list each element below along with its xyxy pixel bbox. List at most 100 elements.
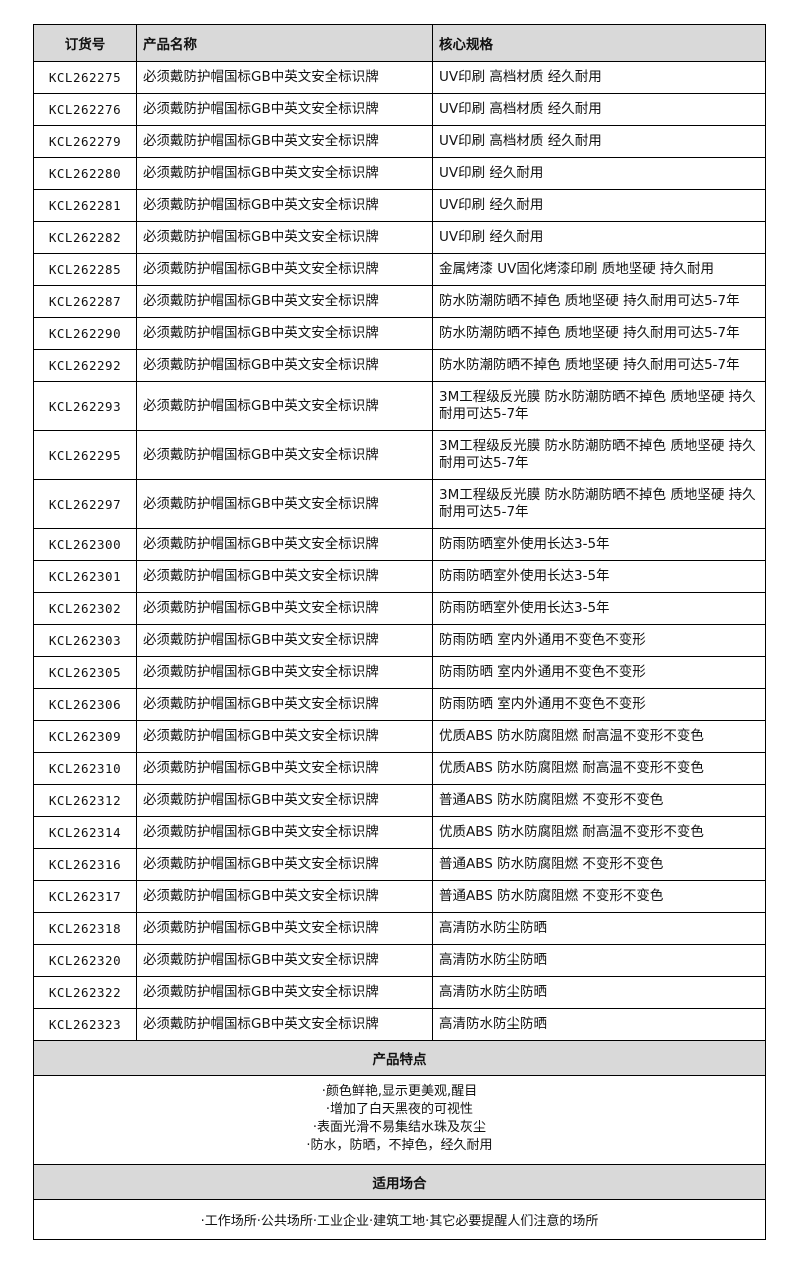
specs-cell: 金属烤漆 UV固化烤漆印刷 质地坚硬 持久耐用 [432,253,766,286]
table-row: KCL262285 必须戴防护帽国标GB中英文安全标识牌 金属烤漆 UV固化烤漆… [33,253,766,286]
product-name-cell: 必须戴防护帽国标GB中英文安全标识牌 [136,592,433,625]
order-no-cell: KCL262314 [33,816,137,849]
order-no-cell: KCL262287 [33,285,137,318]
product-name-cell: 必须戴防护帽国标GB中英文安全标识牌 [136,430,433,480]
column-header-product-name: 产品名称 [136,24,433,62]
product-spec-sheet: 订货号 产品名称 核心规格 KCL262275 必须戴防护帽国标GB中英文安全标… [33,24,766,1240]
order-no-cell: KCL262322 [33,976,137,1009]
table-row: KCL262282 必须戴防护帽国标GB中英文安全标识牌 UV印刷 经久耐用 [33,221,766,254]
specs-cell: UV印刷 高档材质 经久耐用 [432,93,766,126]
feature-item: ·防水，防晒，不掉色，经久耐用 [306,1138,493,1153]
table-row: KCL262316 必须戴防护帽国标GB中英文安全标识牌 普通ABS 防水防腐阻… [33,848,766,881]
product-name-cell: 必须戴防护帽国标GB中英文安全标识牌 [136,752,433,785]
specs-cell: 3M工程级反光膜 防水防潮防晒不掉色 质地坚硬 持久耐用可达5-7年 [432,479,766,529]
specs-cell: 防雨防晒 室内外通用不变色不变形 [432,688,766,721]
features-section-title: 产品特点 [33,1040,766,1076]
order-no-cell: KCL262310 [33,752,137,785]
table-row: KCL262322 必须戴防护帽国标GB中英文安全标识牌 高清防水防尘防晒 [33,976,766,1009]
product-name-cell: 必须戴防护帽国标GB中英文安全标识牌 [136,479,433,529]
product-name-cell: 必须戴防护帽国标GB中英文安全标识牌 [136,720,433,753]
table-row: KCL262323 必须戴防护帽国标GB中英文安全标识牌 高清防水防尘防晒 [33,1008,766,1041]
table-row: KCL262279 必须戴防护帽国标GB中英文安全标识牌 UV印刷 高档材质 经… [33,125,766,158]
product-name-cell: 必须戴防护帽国标GB中英文安全标识牌 [136,381,433,431]
table-body: KCL262275 必须戴防护帽国标GB中英文安全标识牌 UV印刷 高档材质 经… [33,61,766,1041]
product-name-cell: 必须戴防护帽国标GB中英文安全标识牌 [136,912,433,945]
product-table: 订货号 产品名称 核心规格 KCL262275 必须戴防护帽国标GB中英文安全标… [33,24,766,1240]
product-name-cell: 必须戴防护帽国标GB中英文安全标识牌 [136,784,433,817]
table-row: KCL262310 必须戴防护帽国标GB中英文安全标识牌 优质ABS 防水防腐阻… [33,752,766,785]
order-no-cell: KCL262280 [33,157,137,190]
product-name-cell: 必须戴防护帽国标GB中英文安全标识牌 [136,656,433,689]
specs-cell: 普通ABS 防水防腐阻燃 不变形不变色 [432,848,766,881]
order-no-cell: KCL262312 [33,784,137,817]
column-header-core-specs: 核心规格 [432,24,766,62]
product-name-cell: 必须戴防护帽国标GB中英文安全标识牌 [136,624,433,657]
table-row: KCL262314 必须戴防护帽国标GB中英文安全标识牌 优质ABS 防水防腐阻… [33,816,766,849]
occasions-text: ·工作场所·公共场所·工业企业·建筑工地·其它必要提醒人们注意的场所 [33,1199,766,1240]
order-no-cell: KCL262293 [33,381,137,431]
order-no-cell: KCL262275 [33,61,137,94]
order-no-cell: KCL262281 [33,189,137,222]
product-name-cell: 必须戴防护帽国标GB中英文安全标识牌 [136,189,433,222]
features-list: ·颜色鲜艳,显示更美观,醒目 ·增加了白天黑夜的可视性 ·表面光滑不易集结水珠及… [33,1075,766,1165]
specs-cell: 防水防潮防晒不掉色 质地坚硬 持久耐用可达5-7年 [432,317,766,350]
features-section: 产品特点 ·颜色鲜艳,显示更美观,醒目 ·增加了白天黑夜的可视性 ·表面光滑不易… [33,1040,766,1165]
specs-cell: 防水防潮防晒不掉色 质地坚硬 持久耐用可达5-7年 [432,349,766,382]
table-row: KCL262295 必须戴防护帽国标GB中英文安全标识牌 3M工程级反光膜 防水… [33,430,766,480]
occasions-header-row: 适用场合 [33,1164,766,1200]
table-row: KCL262300 必须戴防护帽国标GB中英文安全标识牌 防雨防晒室外使用长达3… [33,528,766,561]
product-name-cell: 必须戴防护帽国标GB中英文安全标识牌 [136,1008,433,1041]
order-no-cell: KCL262306 [33,688,137,721]
specs-cell: 优质ABS 防水防腐阻燃 耐高温不变形不变色 [432,816,766,849]
specs-cell: 优质ABS 防水防腐阻燃 耐高温不变形不变色 [432,720,766,753]
order-no-cell: KCL262320 [33,944,137,977]
table-row: KCL262275 必须戴防护帽国标GB中英文安全标识牌 UV印刷 高档材质 经… [33,61,766,94]
table-row: KCL262301 必须戴防护帽国标GB中英文安全标识牌 防雨防晒室外使用长达3… [33,560,766,593]
order-no-cell: KCL262302 [33,592,137,625]
specs-cell: 防雨防晒室外使用长达3-5年 [432,528,766,561]
product-name-cell: 必须戴防护帽国标GB中英文安全标识牌 [136,317,433,350]
table-row: KCL262276 必须戴防护帽国标GB中英文安全标识牌 UV印刷 高档材质 经… [33,93,766,126]
specs-cell: 高清防水防尘防晒 [432,944,766,977]
table-header-row: 订货号 产品名称 核心规格 [33,24,766,62]
product-name-cell: 必须戴防护帽国标GB中英文安全标识牌 [136,61,433,94]
product-name-cell: 必须戴防护帽国标GB中英文安全标识牌 [136,253,433,286]
specs-cell: 高清防水防尘防晒 [432,912,766,945]
product-name-cell: 必须戴防护帽国标GB中英文安全标识牌 [136,944,433,977]
specs-cell: 高清防水防尘防晒 [432,976,766,1009]
product-name-cell: 必须戴防护帽国标GB中英文安全标识牌 [136,528,433,561]
product-name-cell: 必须戴防护帽国标GB中英文安全标识牌 [136,976,433,1009]
order-no-cell: KCL262292 [33,349,137,382]
table-row: KCL262293 必须戴防护帽国标GB中英文安全标识牌 3M工程级反光膜 防水… [33,381,766,431]
specs-cell: 防雨防晒 室内外通用不变色不变形 [432,656,766,689]
product-name-cell: 必须戴防护帽国标GB中英文安全标识牌 [136,816,433,849]
specs-cell: 普通ABS 防水防腐阻燃 不变形不变色 [432,880,766,913]
product-name-cell: 必须戴防护帽国标GB中英文安全标识牌 [136,349,433,382]
table-row: KCL262320 必须戴防护帽国标GB中英文安全标识牌 高清防水防尘防晒 [33,944,766,977]
table-row: KCL262292 必须戴防护帽国标GB中英文安全标识牌 防水防潮防晒不掉色 质… [33,349,766,382]
table-row: KCL262303 必须戴防护帽国标GB中英文安全标识牌 防雨防晒 室内外通用不… [33,624,766,657]
table-row: KCL262309 必须戴防护帽国标GB中英文安全标识牌 优质ABS 防水防腐阻… [33,720,766,753]
features-header-row: 产品特点 [33,1040,766,1076]
specs-cell: UV印刷 经久耐用 [432,189,766,222]
product-name-cell: 必须戴防护帽国标GB中英文安全标识牌 [136,93,433,126]
specs-cell: 3M工程级反光膜 防水防潮防晒不掉色 质地坚硬 持久耐用可达5-7年 [432,381,766,431]
order-no-cell: KCL262297 [33,479,137,529]
product-name-cell: 必须戴防护帽国标GB中英文安全标识牌 [136,125,433,158]
occasions-body-row: ·工作场所·公共场所·工业企业·建筑工地·其它必要提醒人们注意的场所 [33,1199,766,1240]
table-row: KCL262281 必须戴防护帽国标GB中英文安全标识牌 UV印刷 经久耐用 [33,189,766,222]
order-no-cell: KCL262309 [33,720,137,753]
specs-cell: 高清防水防尘防晒 [432,1008,766,1041]
order-no-cell: KCL262285 [33,253,137,286]
order-no-cell: KCL262276 [33,93,137,126]
product-name-cell: 必须戴防护帽国标GB中英文安全标识牌 [136,560,433,593]
table-row: KCL262318 必须戴防护帽国标GB中英文安全标识牌 高清防水防尘防晒 [33,912,766,945]
features-body-row: ·颜色鲜艳,显示更美观,醒目 ·增加了白天黑夜的可视性 ·表面光滑不易集结水珠及… [33,1075,766,1165]
order-no-cell: KCL262318 [33,912,137,945]
order-no-cell: KCL262295 [33,430,137,480]
table-header: 订货号 产品名称 核心规格 [33,24,766,62]
specs-cell: UV印刷 高档材质 经久耐用 [432,125,766,158]
product-name-cell: 必须戴防护帽国标GB中英文安全标识牌 [136,221,433,254]
column-header-order-no: 订货号 [33,24,137,62]
table-row: KCL262317 必须戴防护帽国标GB中英文安全标识牌 普通ABS 防水防腐阻… [33,880,766,913]
